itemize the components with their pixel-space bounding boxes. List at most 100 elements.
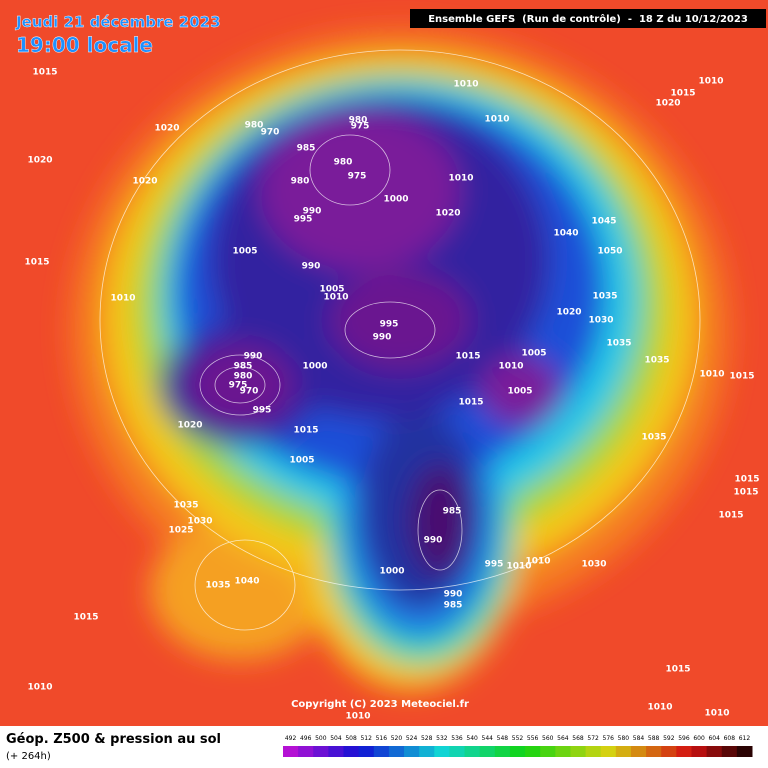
- colorbar-swatch: [615, 746, 632, 757]
- pressure-label: 1050: [597, 247, 622, 257]
- pressure-label: 1015: [734, 475, 759, 485]
- colorbar-swatch: [449, 746, 466, 757]
- colorbar-swatch: [630, 746, 647, 757]
- pressure-label: 1010: [525, 557, 550, 567]
- pressure-label: 1010: [345, 712, 370, 722]
- pressure-label: 980: [234, 372, 253, 382]
- pressure-label: 1040: [234, 577, 259, 587]
- colorbar-label: 552: [512, 735, 524, 742]
- pressure-label: 1040: [553, 229, 578, 239]
- colorbar-label: 580: [618, 735, 630, 742]
- colorbar-label: 604: [708, 735, 720, 742]
- colorbar-swatch: [600, 746, 617, 757]
- pressure-label: 1020: [27, 156, 52, 166]
- pressure-label: 1010: [506, 562, 531, 572]
- pressure-label: 1020: [556, 308, 581, 318]
- colorbar-label: 564: [557, 735, 569, 742]
- colorbar-swatch: [328, 746, 345, 757]
- pressure-label: 1035: [641, 433, 666, 443]
- pressure-label: 1015: [733, 488, 758, 498]
- pressure-label: 975: [351, 122, 370, 132]
- colorbar-swatch: [736, 746, 753, 757]
- colorbar-label: 560: [542, 735, 554, 742]
- pressure-label: 990: [303, 207, 322, 217]
- footer-title: Géop. Z500 & pression au sol: [6, 732, 221, 747]
- colorbar-swatch: [419, 746, 435, 757]
- colorbar-swatch: [479, 746, 496, 757]
- colorbar-label: 516: [376, 735, 388, 742]
- colorbar-label: 572: [587, 735, 599, 742]
- pressure-label: 975: [229, 381, 248, 391]
- pressure-label: 1025: [168, 526, 193, 536]
- isobars: [99, 49, 701, 631]
- colorbar-swatch: [298, 746, 314, 757]
- pressure-label: 1015: [670, 89, 695, 99]
- colorbar-label: 600: [693, 735, 705, 742]
- pressure-label: 1020: [154, 124, 179, 134]
- pressure-label: 1010: [323, 293, 348, 303]
- pressure-label: 980: [349, 116, 368, 126]
- pressure-label: 985: [297, 144, 316, 154]
- colorbar-swatch: [555, 746, 571, 757]
- colorbar-swatch: [464, 746, 481, 757]
- colorbar-swatch: [358, 746, 375, 757]
- run-box: [410, 9, 766, 28]
- pressure-label: 1005: [232, 247, 257, 257]
- pressure-label: 1030: [187, 517, 212, 527]
- colorbar-swatch: [388, 746, 405, 757]
- pressure-label: 1030: [581, 560, 606, 570]
- colorbar-label: 500: [315, 735, 327, 742]
- pressure-label: 1010: [498, 362, 523, 372]
- pressure-label: 1010: [704, 709, 729, 719]
- pressure-label: 1035: [173, 501, 198, 511]
- pressure-label: 990: [373, 333, 392, 343]
- pressure-label: 1010: [453, 80, 478, 90]
- pressure-label: 1045: [591, 217, 616, 227]
- colorbar-swatch: [283, 746, 299, 757]
- pressure-label: 1010: [110, 294, 135, 304]
- pressure-label: 1035: [205, 581, 230, 591]
- colorbar-label: 568: [572, 735, 584, 742]
- pressure-label: 1010: [484, 115, 509, 125]
- colorbar-label: 540: [466, 735, 478, 742]
- colorbar-swatch: [525, 746, 541, 757]
- pressure-label: 970: [240, 387, 259, 397]
- pressure-label: 970: [261, 128, 280, 138]
- pressure-label: 980: [245, 121, 264, 131]
- colorbar-label: 576: [603, 735, 615, 742]
- pressure-label: 985: [234, 362, 253, 372]
- colorbar-swatch: [494, 746, 511, 757]
- colorbar-label: 584: [633, 735, 645, 742]
- pressure-label: 1020: [177, 421, 202, 431]
- pressure-label: 1010: [27, 683, 52, 693]
- colorbar-swatch: [313, 746, 329, 757]
- pressure-label: 1030: [588, 316, 613, 326]
- pressure-label: 990: [444, 590, 463, 600]
- pressure-label: 1005: [507, 387, 532, 397]
- colorbar-swatch: [404, 746, 420, 757]
- colorbar-swatch: [540, 746, 556, 757]
- colorbar-label: 524: [406, 735, 418, 742]
- pressure-label: 1005: [289, 456, 314, 466]
- colorbar-swatch: [343, 746, 360, 757]
- pressure-labels: 1015102010201020101510101020103510301025…: [24, 68, 759, 722]
- pressure-label: 980: [291, 177, 310, 187]
- date: Jeudi 21 décembre 2023: [15, 13, 221, 31]
- pressure-label: 1015: [24, 258, 49, 268]
- colorbar-label: 512: [360, 735, 372, 742]
- pressure-label: 990: [244, 352, 263, 362]
- colorbar-label: 556: [527, 735, 539, 742]
- pressure-label: 1035: [606, 339, 631, 349]
- geopotential-field: [70, 30, 730, 690]
- colorbar-label: 548: [497, 735, 509, 742]
- colorbar-swatch: [509, 746, 526, 757]
- colorbar-label: 608: [724, 735, 736, 742]
- colorbar-label: 596: [678, 735, 690, 742]
- pressure-label: 1000: [302, 362, 327, 372]
- copyright: Copyright (C) 2023 Meteociel.fr: [291, 699, 469, 710]
- pressure-label: 1015: [455, 352, 480, 362]
- colorbar-label: 592: [663, 735, 675, 742]
- pressure-label: 1005: [319, 285, 344, 295]
